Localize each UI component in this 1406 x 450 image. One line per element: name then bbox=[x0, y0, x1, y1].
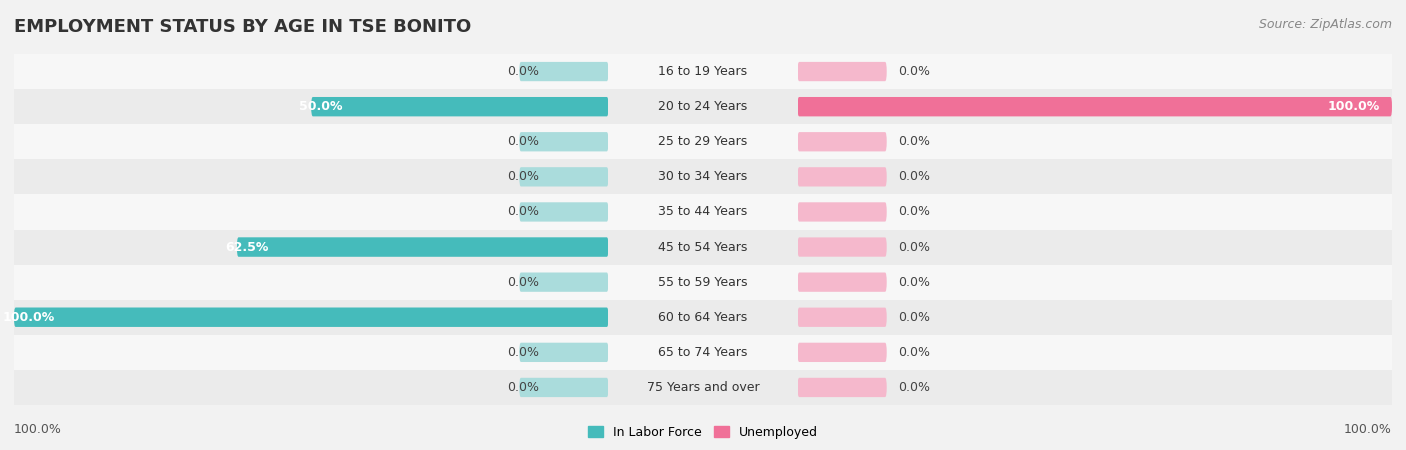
Bar bbox=[797, 194, 1392, 230]
Text: 0.0%: 0.0% bbox=[898, 241, 931, 253]
Bar bbox=[797, 335, 1392, 370]
Text: 0.0%: 0.0% bbox=[898, 381, 931, 394]
FancyBboxPatch shape bbox=[519, 378, 609, 397]
FancyBboxPatch shape bbox=[238, 238, 609, 256]
Bar bbox=[609, 89, 797, 124]
FancyBboxPatch shape bbox=[797, 238, 887, 256]
Bar bbox=[14, 300, 609, 335]
Bar bbox=[14, 159, 609, 194]
Bar bbox=[14, 89, 609, 124]
Bar bbox=[609, 54, 797, 89]
Bar bbox=[797, 370, 1392, 405]
Bar bbox=[797, 230, 1392, 265]
Bar bbox=[14, 54, 609, 89]
Text: 50.0%: 50.0% bbox=[299, 100, 343, 113]
FancyBboxPatch shape bbox=[519, 167, 609, 186]
FancyBboxPatch shape bbox=[14, 308, 609, 327]
Text: 0.0%: 0.0% bbox=[898, 171, 931, 183]
Bar bbox=[14, 265, 609, 300]
FancyBboxPatch shape bbox=[797, 202, 887, 221]
FancyBboxPatch shape bbox=[311, 97, 609, 116]
Text: 0.0%: 0.0% bbox=[898, 135, 931, 148]
Text: 20 to 24 Years: 20 to 24 Years bbox=[658, 100, 748, 113]
FancyBboxPatch shape bbox=[519, 273, 609, 292]
FancyBboxPatch shape bbox=[797, 273, 887, 292]
Text: 65 to 74 Years: 65 to 74 Years bbox=[658, 346, 748, 359]
Text: 55 to 59 Years: 55 to 59 Years bbox=[658, 276, 748, 288]
Bar bbox=[797, 300, 1392, 335]
FancyBboxPatch shape bbox=[519, 132, 609, 151]
FancyBboxPatch shape bbox=[797, 132, 887, 151]
Text: 0.0%: 0.0% bbox=[898, 206, 931, 218]
FancyBboxPatch shape bbox=[797, 308, 887, 327]
Bar bbox=[797, 89, 1392, 124]
Text: 0.0%: 0.0% bbox=[508, 171, 540, 183]
Text: 0.0%: 0.0% bbox=[898, 276, 931, 288]
Text: EMPLOYMENT STATUS BY AGE IN TSE BONITO: EMPLOYMENT STATUS BY AGE IN TSE BONITO bbox=[14, 18, 471, 36]
Text: 60 to 64 Years: 60 to 64 Years bbox=[658, 311, 748, 324]
Text: 0.0%: 0.0% bbox=[898, 346, 931, 359]
Text: 100.0%: 100.0% bbox=[1344, 423, 1392, 436]
Bar bbox=[797, 54, 1392, 89]
Text: 100.0%: 100.0% bbox=[14, 423, 62, 436]
FancyBboxPatch shape bbox=[797, 97, 1392, 116]
Bar bbox=[797, 265, 1392, 300]
Bar bbox=[797, 159, 1392, 194]
Bar bbox=[609, 265, 797, 300]
Bar bbox=[609, 300, 797, 335]
Bar bbox=[14, 370, 609, 405]
Bar bbox=[609, 370, 797, 405]
Text: 100.0%: 100.0% bbox=[3, 311, 55, 324]
Text: 30 to 34 Years: 30 to 34 Years bbox=[658, 171, 748, 183]
Bar bbox=[14, 124, 609, 159]
FancyBboxPatch shape bbox=[14, 308, 609, 327]
Text: 0.0%: 0.0% bbox=[898, 65, 931, 78]
Bar bbox=[14, 335, 609, 370]
Bar bbox=[609, 194, 797, 230]
Text: 25 to 29 Years: 25 to 29 Years bbox=[658, 135, 748, 148]
Text: Source: ZipAtlas.com: Source: ZipAtlas.com bbox=[1258, 18, 1392, 31]
Bar bbox=[609, 230, 797, 265]
Text: 0.0%: 0.0% bbox=[508, 65, 540, 78]
Bar bbox=[609, 159, 797, 194]
FancyBboxPatch shape bbox=[797, 378, 887, 397]
FancyBboxPatch shape bbox=[797, 167, 887, 186]
Text: 45 to 54 Years: 45 to 54 Years bbox=[658, 241, 748, 253]
Text: 0.0%: 0.0% bbox=[898, 311, 931, 324]
Text: 0.0%: 0.0% bbox=[508, 135, 540, 148]
FancyBboxPatch shape bbox=[797, 62, 887, 81]
Text: 75 Years and over: 75 Years and over bbox=[647, 381, 759, 394]
Bar bbox=[609, 335, 797, 370]
FancyBboxPatch shape bbox=[797, 97, 1392, 116]
Bar bbox=[14, 194, 609, 230]
Text: 100.0%: 100.0% bbox=[1327, 100, 1381, 113]
Text: 16 to 19 Years: 16 to 19 Years bbox=[658, 65, 748, 78]
FancyBboxPatch shape bbox=[519, 62, 609, 81]
Text: 62.5%: 62.5% bbox=[225, 241, 269, 253]
Text: 0.0%: 0.0% bbox=[508, 346, 540, 359]
FancyBboxPatch shape bbox=[519, 343, 609, 362]
Text: 0.0%: 0.0% bbox=[508, 206, 540, 218]
FancyBboxPatch shape bbox=[797, 343, 887, 362]
Bar bbox=[609, 124, 797, 159]
Bar bbox=[797, 124, 1392, 159]
Text: 0.0%: 0.0% bbox=[508, 381, 540, 394]
Text: 0.0%: 0.0% bbox=[508, 276, 540, 288]
FancyBboxPatch shape bbox=[238, 238, 609, 256]
FancyBboxPatch shape bbox=[519, 202, 609, 221]
Legend: In Labor Force, Unemployed: In Labor Force, Unemployed bbox=[583, 421, 823, 444]
FancyBboxPatch shape bbox=[311, 97, 609, 116]
Bar bbox=[14, 230, 609, 265]
Text: 35 to 44 Years: 35 to 44 Years bbox=[658, 206, 748, 218]
